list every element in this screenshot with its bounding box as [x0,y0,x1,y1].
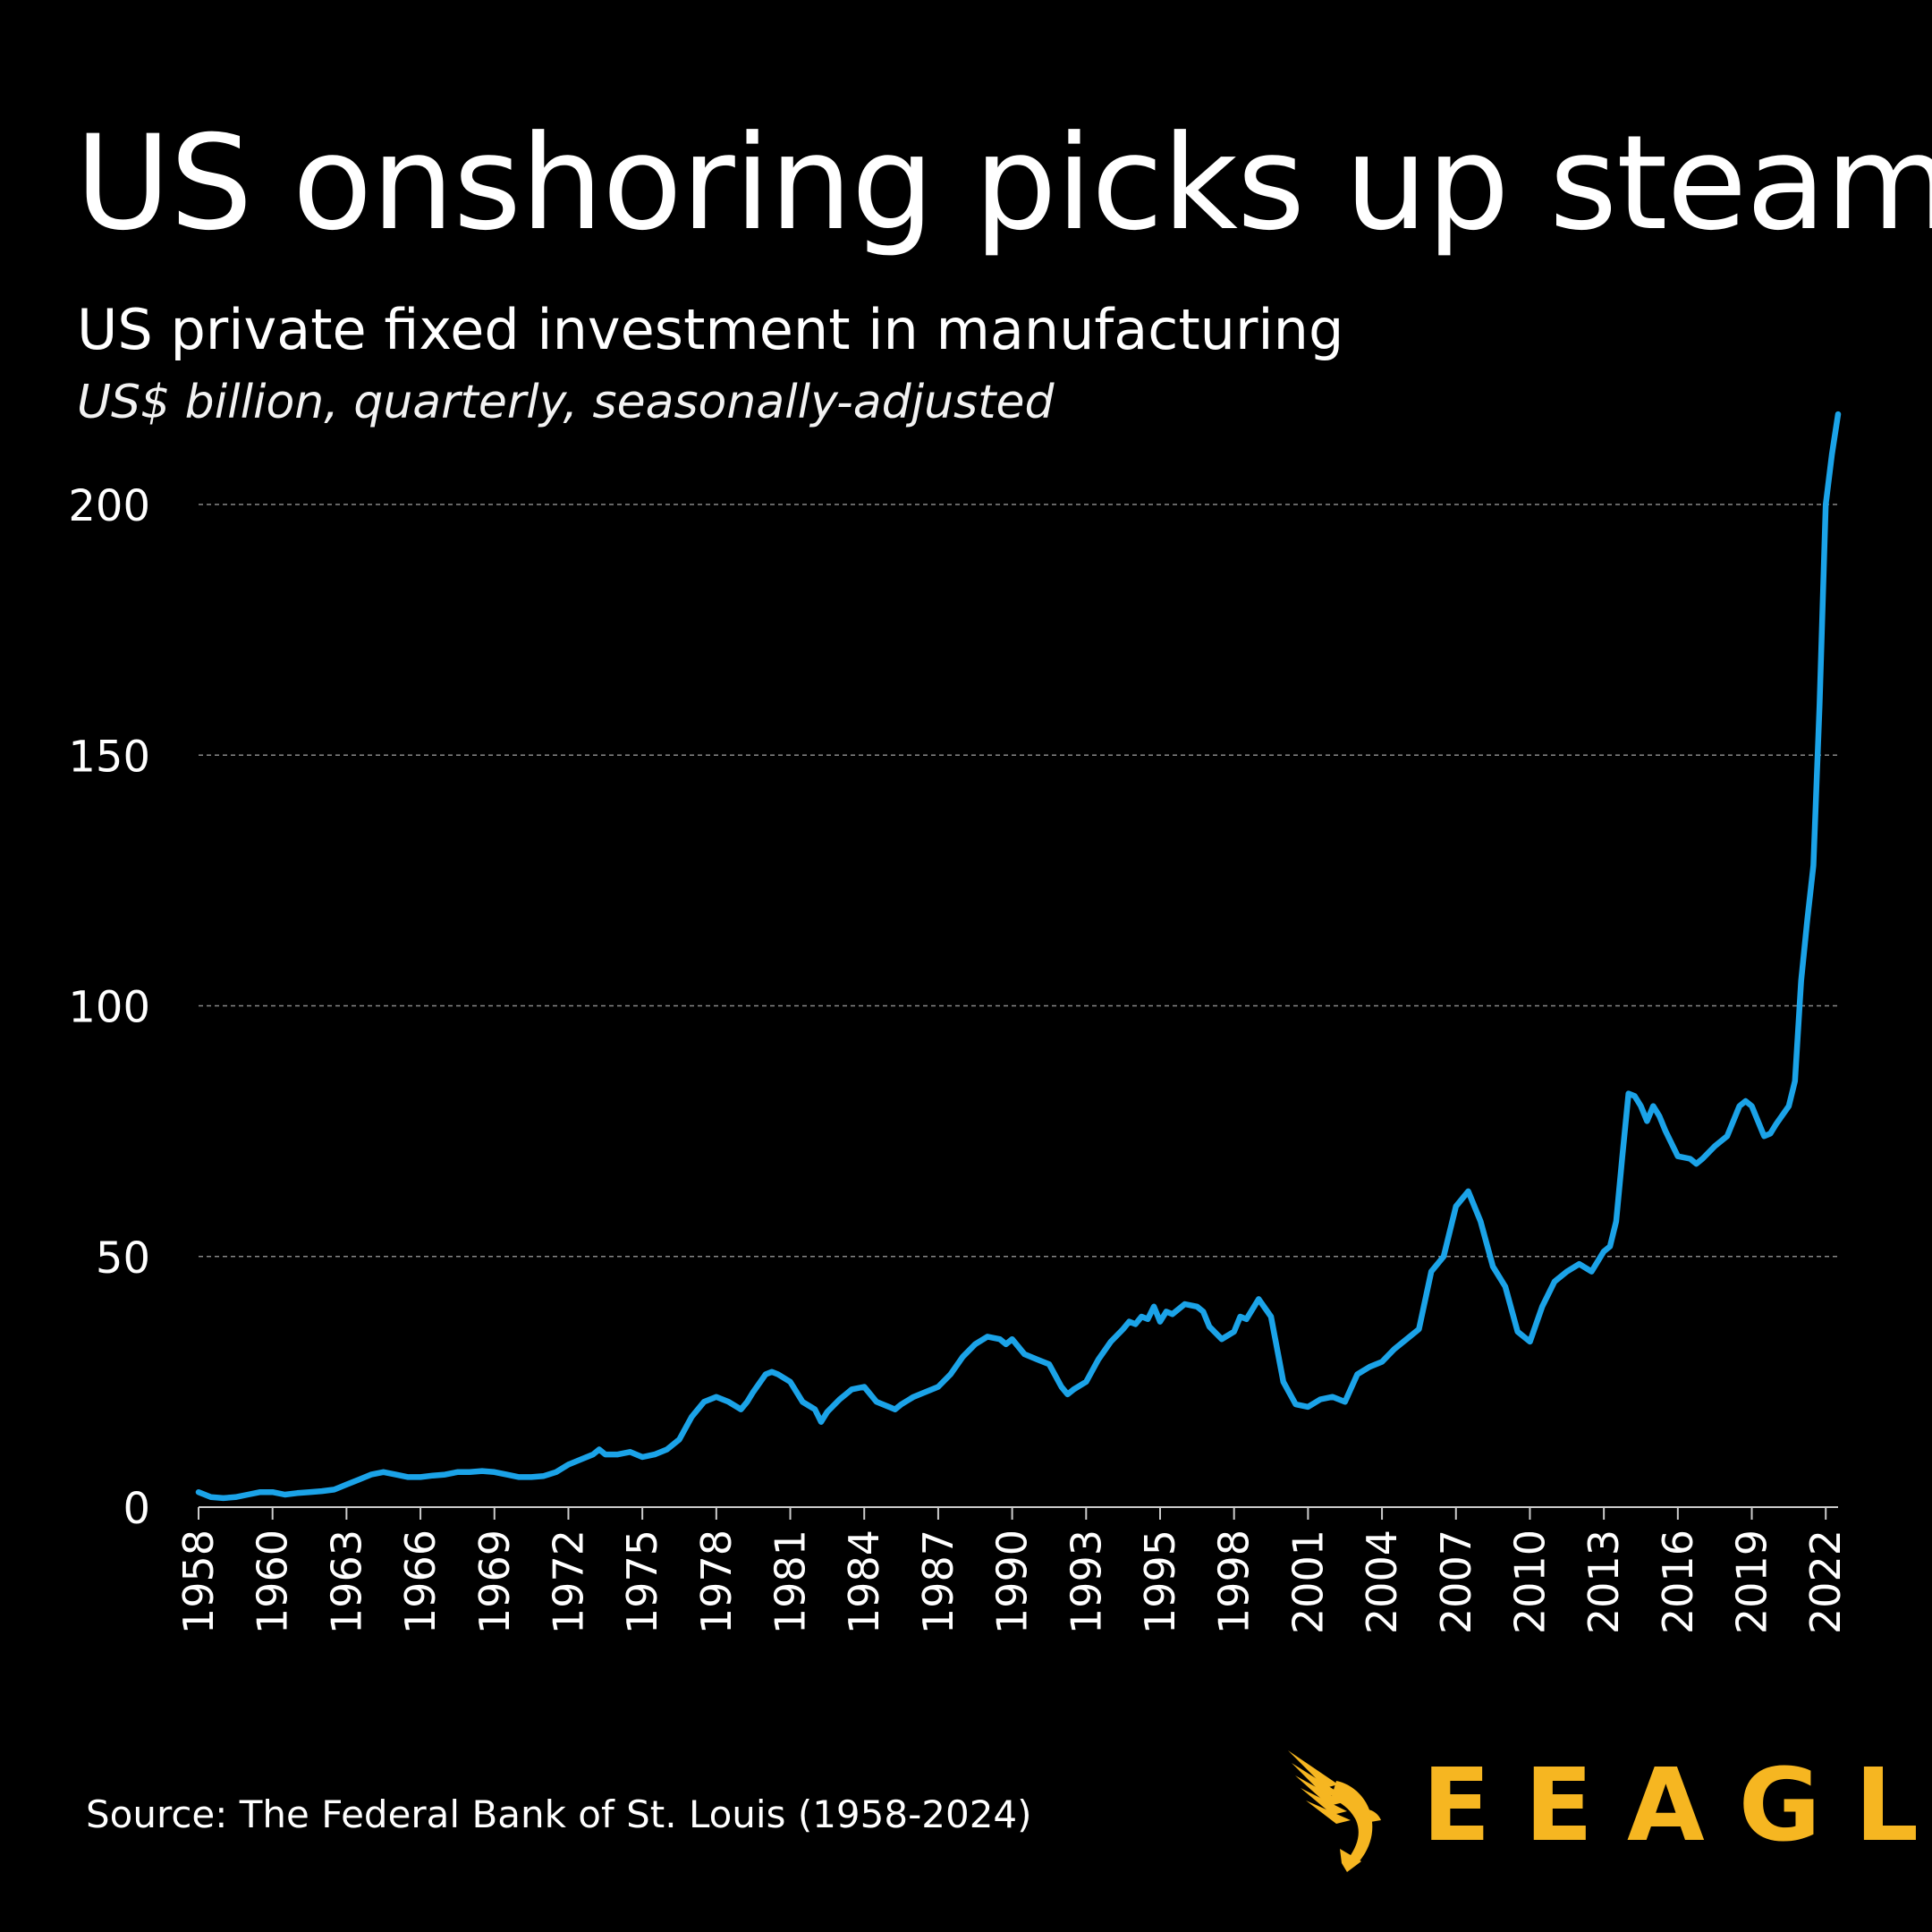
y-tick-label: 0 [123,1484,150,1534]
x-tick-label: 1978 [692,1530,741,1634]
x-axis: 1958 1960 1963 1966 1969 1972 1975 1978 1981 1984… [174,1506,1850,1634]
y-axis: 0 50 100 150 200 [68,481,150,1534]
x-tick-label: 2013 [1580,1530,1628,1634]
x-tick-label: 1987 [914,1530,962,1634]
x-tick-label: 2016 [1654,1530,1702,1634]
source-note: Source: The Federal Bank of St. Louis (1… [86,1792,1032,1836]
x-tick-label: 2019 [1728,1530,1776,1634]
chart-subtitle: US private fixed investment in manufactu… [77,297,1344,362]
y-tick-label: 200 [68,481,150,531]
series [195,411,1842,1502]
brand-logo: EEAGLI [1284,1749,1932,1874]
gridlines [199,504,1838,1258]
x-tick-label: 1975 [618,1530,666,1634]
chart-title: US onshoring picks up steam [75,107,1932,259]
x-tick-label: 1963 [322,1530,370,1634]
y-tick-label: 150 [68,732,150,782]
x-tick-label: 1966 [396,1530,445,1634]
x-tick-label: 1981 [767,1530,815,1634]
chart-units-note: US$ billion, quarterly, seasonally-adjus… [77,376,1055,429]
eagle-icon [1288,1750,1381,1872]
y-tick-label: 100 [68,983,150,1033]
x-tick-label: 1993 [1062,1530,1110,1634]
x-tick-label: 1995 [1136,1530,1184,1634]
x-tick-label: 1990 [988,1530,1037,1634]
x-tick-label: 1984 [840,1530,888,1634]
x-tick-label: 2007 [1432,1530,1480,1634]
x-tick-label: 2001 [1284,1530,1332,1634]
x-tick-label: 2022 [1801,1530,1850,1634]
x-tick-label: 2010 [1505,1530,1554,1634]
x-tick-label: 1969 [470,1530,519,1634]
y-tick-label: 50 [96,1233,150,1284]
x-tick-label: 1958 [174,1530,223,1634]
brand-name: EEAGLI [1422,1748,1932,1864]
series-line [195,411,1842,1502]
x-tick-label: 1998 [1210,1530,1258,1634]
x-tick-label: 1960 [249,1530,297,1634]
x-tick-label: 1972 [544,1530,592,1634]
x-tick-label: 2004 [1358,1530,1406,1634]
